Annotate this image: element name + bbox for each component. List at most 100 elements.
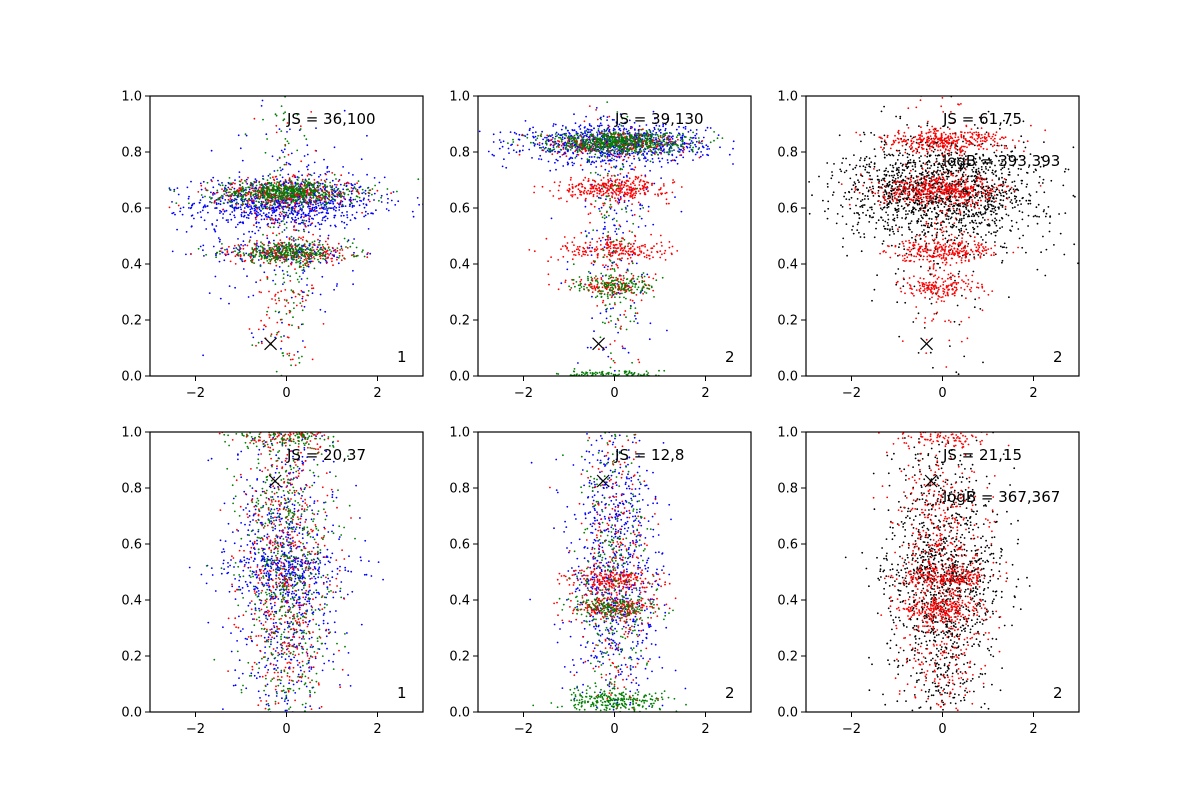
scatter-point — [315, 251, 317, 254]
scatter-point — [670, 136, 673, 139]
scatter-point — [619, 192, 621, 195]
scatter-point — [278, 299, 281, 302]
scatter-point — [605, 247, 608, 249]
scatter-point — [650, 233, 652, 236]
scatter-point — [600, 248, 603, 251]
scatter-point — [659, 250, 662, 253]
scatter-point — [221, 184, 224, 187]
scatter-point — [548, 283, 550, 286]
scatter-point — [540, 158, 543, 161]
scatter-point — [362, 249, 364, 252]
scatter-points — [168, 96, 423, 376]
scatter-point — [285, 163, 287, 166]
scatter-point — [231, 205, 234, 208]
scatter-point — [254, 209, 257, 211]
scatter-point — [647, 205, 650, 208]
scatter-point — [273, 245, 276, 248]
scatter-point — [341, 249, 344, 251]
scatter-point — [256, 190, 259, 192]
scatter-point — [283, 281, 286, 284]
scatter-point — [307, 224, 310, 227]
scatter-point — [341, 200, 344, 203]
scatter-point — [387, 197, 389, 200]
scatter-point — [315, 203, 317, 206]
scatter-point — [571, 241, 574, 244]
scatter-point — [249, 212, 251, 215]
scatter-point — [626, 191, 629, 194]
scatter-point — [242, 190, 245, 193]
scatter-point — [260, 291, 262, 294]
scatter-point — [386, 188, 389, 190]
scatter-point — [308, 218, 311, 221]
scatter-point — [298, 275, 301, 278]
scatter-point — [258, 198, 261, 200]
scatter-point — [660, 241, 663, 244]
scatter-point — [312, 233, 314, 236]
scatter-point — [574, 150, 576, 153]
scatter-point — [300, 190, 303, 193]
scatter-point — [557, 259, 560, 261]
scatter-point — [688, 150, 691, 153]
scatter-point — [292, 189, 295, 192]
scatter-point — [558, 184, 561, 187]
scatter-point — [666, 159, 669, 161]
scatter-point — [209, 196, 211, 199]
scatter-point — [621, 247, 624, 250]
scatter-point — [300, 213, 303, 216]
scatter-point — [328, 199, 331, 201]
scatter-point — [221, 251, 224, 254]
scatter-point — [293, 229, 295, 231]
scatter-point — [593, 161, 596, 164]
scatter-point — [302, 264, 305, 267]
scatter-point — [227, 191, 230, 194]
scatter-point — [250, 205, 252, 208]
scatter-point — [331, 254, 334, 256]
scatter-point — [331, 179, 334, 182]
scatter-point — [698, 156, 701, 159]
scatter-point — [534, 131, 537, 134]
scatter-point — [681, 136, 684, 139]
scatter-point — [593, 330, 595, 333]
scatter-point — [203, 205, 205, 208]
scatter-point — [649, 322, 652, 325]
scatter-point — [311, 284, 313, 287]
scatter-point — [313, 201, 316, 204]
scatter-point — [280, 336, 282, 338]
scatter-point — [173, 188, 176, 191]
scatter-point — [695, 133, 698, 135]
scatter-point — [259, 183, 261, 186]
scatter-point — [535, 139, 537, 141]
scatter-point — [343, 257, 345, 259]
scatter-point — [287, 205, 289, 208]
scatter-point — [301, 180, 304, 183]
scatter-point — [609, 241, 611, 244]
scatter-point — [639, 187, 641, 190]
scatter-point — [353, 255, 355, 258]
scatter-point — [664, 127, 667, 130]
scatter-point — [365, 203, 368, 206]
scatter-point — [611, 218, 614, 221]
scatter-point — [255, 222, 258, 225]
scatter-point — [294, 181, 297, 184]
scatter-point — [313, 250, 316, 253]
scatter-point — [596, 256, 599, 259]
scatter-point — [278, 181, 281, 184]
scatter-point — [637, 151, 639, 154]
scatter-point — [286, 186, 289, 189]
scatter-point — [298, 281, 300, 283]
scatter-point — [328, 249, 331, 251]
scatter-point — [577, 188, 580, 191]
scatter-point — [256, 208, 258, 210]
scatter-point — [592, 263, 595, 266]
scatter-point — [658, 125, 661, 127]
scatter-point — [299, 249, 302, 251]
scatter-point — [275, 209, 278, 212]
scatter-point — [643, 191, 646, 194]
scatter-point — [491, 153, 494, 156]
scatter-point — [281, 244, 284, 247]
scatter-point — [245, 211, 248, 214]
scatter-point — [508, 152, 510, 155]
scatter-point — [642, 152, 644, 155]
scatter-point — [257, 328, 260, 331]
scatter-point — [268, 190, 271, 193]
